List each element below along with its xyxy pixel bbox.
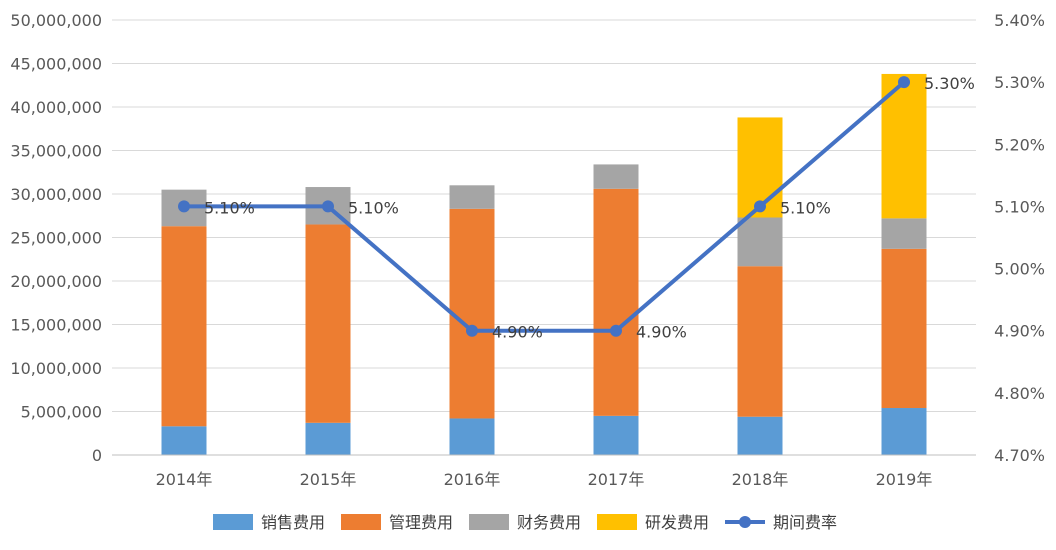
right-axis-ticks: 4.70% 4.80% 4.90% 5.00% 5.10% 5.20% 5.30% 5.40%: [994, 11, 1045, 465]
stacked-bars: [161, 73, 927, 455]
legend-swatch: [341, 514, 381, 530]
bar-segment: [881, 73, 927, 219]
data-labels: 5.10% 5.10% 4.90% 4.90% 5.10% 5.30%: [204, 74, 975, 342]
bar-segment: [737, 416, 783, 455]
x-tick-label: 2018年: [732, 470, 789, 489]
bar-segment: [881, 248, 927, 409]
legend-marker: [739, 516, 751, 528]
right-tick-label: 5.40%: [994, 11, 1045, 30]
left-tick-label: 20,000,000: [10, 272, 102, 291]
left-tick-label: 0: [92, 446, 102, 465]
x-axis-ticks: 2014年 2015年 2016年 2017年 2018年 2019年: [156, 470, 933, 489]
right-tick-label: 4.80%: [994, 384, 1045, 403]
right-tick-label: 5.00%: [994, 260, 1045, 279]
left-tick-label: 40,000,000: [10, 98, 102, 117]
bar-segment: [881, 218, 927, 249]
rate-line-point: [322, 200, 334, 213]
bar-segment: [593, 415, 639, 455]
rate-line-path: [184, 80, 906, 333]
rate-data-label: 5.10%: [204, 198, 255, 217]
x-tick-label: 2015年: [300, 470, 357, 489]
left-tick-label: 50,000,000: [10, 11, 102, 30]
bar-segment: [161, 226, 207, 427]
legend-label: 管理费用: [389, 513, 453, 532]
left-tick-label: 25,000,000: [10, 229, 102, 248]
bar-segment: [449, 208, 495, 419]
x-tick-label: 2017年: [588, 470, 645, 489]
legend-label: 研发费用: [645, 513, 709, 532]
x-tick-label: 2016年: [444, 470, 501, 489]
left-axis-ticks: 0 5,000,000 10,000,000 15,000,000 20,000,000…: [10, 11, 102, 465]
rate-line-point: [898, 76, 910, 89]
left-tick-label: 35,000,000: [10, 142, 102, 161]
right-tick-label: 5.10%: [994, 197, 1045, 216]
bar-segment: [449, 185, 495, 209]
bar-segment: [593, 188, 639, 416]
x-tick-label: 2014年: [156, 470, 213, 489]
rate-line: [178, 76, 910, 337]
right-tick-label: 5.20%: [994, 135, 1045, 154]
left-tick-label: 45,000,000: [10, 55, 102, 74]
bar-segment: [305, 422, 351, 455]
right-tick-label: 5.30%: [994, 73, 1045, 92]
left-tick-label: 5,000,000: [21, 403, 102, 422]
legend-swatch: [213, 514, 253, 530]
rate-data-label: 5.10%: [780, 198, 831, 217]
right-tick-label: 4.90%: [994, 322, 1045, 341]
bar-segment: [737, 266, 783, 417]
legend-label: 财务费用: [517, 513, 581, 532]
bar-segment: [881, 408, 927, 455]
legend-swatch: [597, 514, 637, 530]
gridlines: [112, 19, 976, 412]
rate-line-point: [466, 324, 478, 337]
rate-data-label: 4.90%: [492, 323, 543, 342]
rate-data-label: 4.90%: [636, 323, 687, 342]
rate-line-point: [178, 200, 190, 213]
bar-segment: [593, 164, 639, 189]
bar-segment: [305, 224, 351, 423]
rate-line-point: [754, 200, 766, 213]
bar-segment: [449, 418, 495, 455]
rate-line-point: [610, 324, 622, 337]
legend-swatch: [469, 514, 509, 530]
left-tick-label: 15,000,000: [10, 316, 102, 335]
legend-label: 销售费用: [261, 513, 325, 532]
right-tick-label: 4.70%: [994, 446, 1045, 465]
x-tick-label: 2019年: [876, 470, 933, 489]
bar-segment: [161, 426, 207, 455]
left-tick-label: 30,000,000: [10, 185, 102, 204]
legend-label: 期间费率: [773, 513, 837, 532]
bar-segment: [737, 217, 783, 267]
rate-data-label: 5.10%: [348, 198, 399, 217]
legend: 销售费用 管理费用 财务费用 研发费用 期间费率: [213, 513, 837, 532]
left-tick-label: 10,000,000: [10, 359, 102, 378]
rate-data-label: 5.30%: [924, 74, 975, 93]
